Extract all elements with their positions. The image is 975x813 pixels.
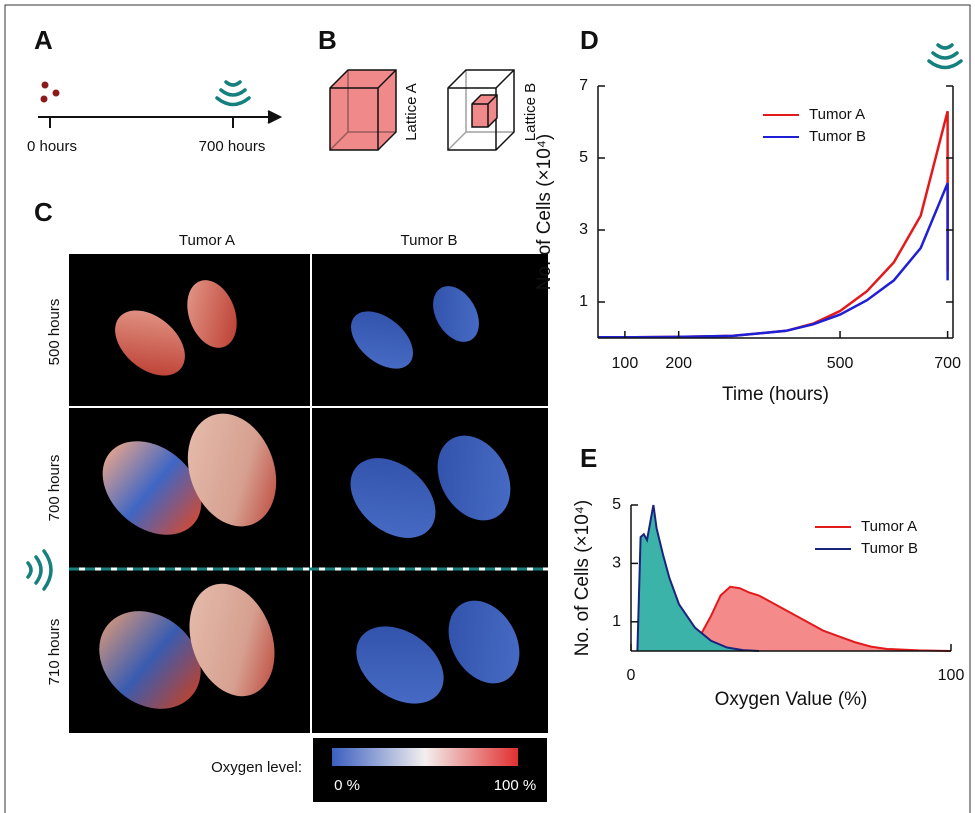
colorbar [313,738,547,802]
x-tick-label: 500 [827,355,854,372]
row-label: 710 hours [46,619,63,686]
legend-label: Tumor B [861,540,918,557]
colorbar-title: Oxygen level: [211,759,302,776]
y-tick-label: 5 [612,496,621,513]
y-tick-label: 1 [612,613,621,630]
panel-label: B [318,25,337,55]
column-label: Tumor A [179,232,235,249]
y-tick-label: 7 [579,77,588,94]
lattice-a [329,69,397,151]
panel-label: E [580,443,597,473]
y-axis-label: No. of Cells (×10⁴) [572,500,593,657]
ultrasound-icon [215,80,251,107]
lattice-label: Lattice B [522,83,539,141]
y-axis-label: No. of Cells (×10⁴) [534,134,555,291]
legend-label: Tumor A [809,106,865,123]
panel-label: C [34,197,53,227]
lattice-label: Lattice A [403,83,420,141]
time-label: 0 hours [27,138,77,155]
y-tick-label: 5 [579,149,588,166]
x-axis-label: Time (hours) [722,384,829,405]
x-tick-label: 0 [627,667,636,684]
legend-label: Tumor A [861,518,917,535]
lattice-b [447,69,515,151]
row-label: 700 hours [46,455,63,522]
series-line [598,110,949,339]
panel-label: A [34,25,53,55]
ultrasound-icon [927,43,963,70]
cells [40,81,60,103]
y-tick-label: 3 [612,555,621,572]
y-tick-label: 1 [579,293,588,310]
x-tick-label: 700 [934,355,961,372]
colorbar-label: 100 % [494,777,537,794]
column-label: Tumor B [401,232,458,249]
timeline [38,110,283,128]
legend-label: Tumor B [809,128,866,145]
border [4,4,971,813]
time-label: 700 hours [199,138,266,155]
x-tick-label: 200 [665,355,692,372]
ultrasound-icon [26,549,53,591]
area-fill [637,505,759,651]
x-tick-label: 100 [612,355,639,372]
x-axis-label: Oxygen Value (%) [715,689,868,710]
tumor-images [69,254,548,733]
series-line [598,182,949,339]
area-fill [698,586,951,651]
area-line [636,504,760,652]
y-tick-label: 3 [579,221,588,238]
panel-label: D [580,25,599,55]
x-tick-label: 100 [938,667,965,684]
area-line [697,585,952,652]
row-label: 500 hours [46,299,63,366]
colorbar-label: 0 % [334,777,360,794]
